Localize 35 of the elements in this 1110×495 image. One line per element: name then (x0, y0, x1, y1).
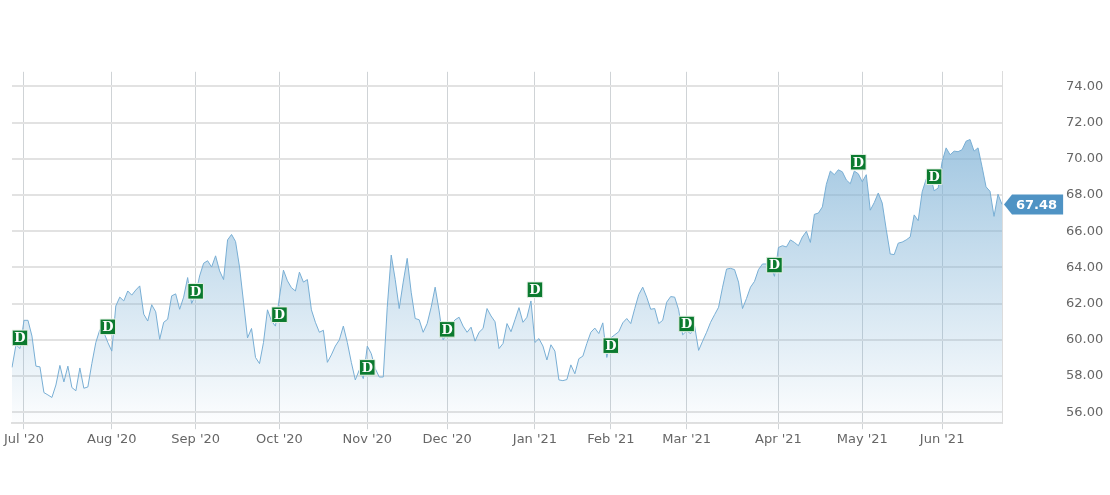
x-tick-label: Jul '20 (3, 431, 44, 447)
x-tick-label: Jan '21 (511, 431, 558, 447)
x-tick-label: Jun '21 (918, 431, 965, 447)
x-tick-label: Dec '20 (422, 431, 472, 447)
y-tick-label: 58.00 (1066, 367, 1104, 383)
text: D (768, 257, 781, 273)
x-tick-label: Sep '20 (171, 431, 220, 447)
x-tick-label: Nov '20 (342, 431, 393, 447)
text: D (681, 316, 693, 332)
series-label: D (14, 330, 26, 346)
x-tick-label: Mar '21 (662, 431, 712, 447)
text: D (852, 154, 864, 170)
y-tick-label: 70.00 (1066, 150, 1104, 166)
y-tick-label: 64.00 (1066, 258, 1104, 274)
text: D (361, 359, 373, 375)
x-tick-label: Feb '21 (587, 431, 635, 447)
data-label: 67.48 (1016, 196, 1058, 212)
text: D (529, 282, 541, 298)
text: D (102, 319, 114, 335)
x-tick-label: Oct '20 (256, 431, 303, 447)
text: D (273, 307, 286, 323)
text: D (441, 321, 453, 337)
y-tick-label: 56.00 (1066, 403, 1104, 419)
x-tick-label: May '21 (836, 431, 888, 447)
y-tick-label: 60.00 (1066, 331, 1104, 347)
text: D (189, 283, 202, 299)
y-tick-label: 74.00 (1066, 77, 1104, 93)
text: D (928, 169, 940, 185)
y-tick-label: 66.00 (1066, 222, 1104, 238)
x-tick-label: Apr '21 (755, 431, 802, 447)
x-tick-label: Aug '20 (86, 431, 137, 447)
y-tick-label: 68.00 (1066, 186, 1104, 202)
y-tick-label: 62.00 (1066, 295, 1104, 311)
y-tick-label: 72.00 (1066, 113, 1104, 129)
text: D (605, 338, 617, 354)
